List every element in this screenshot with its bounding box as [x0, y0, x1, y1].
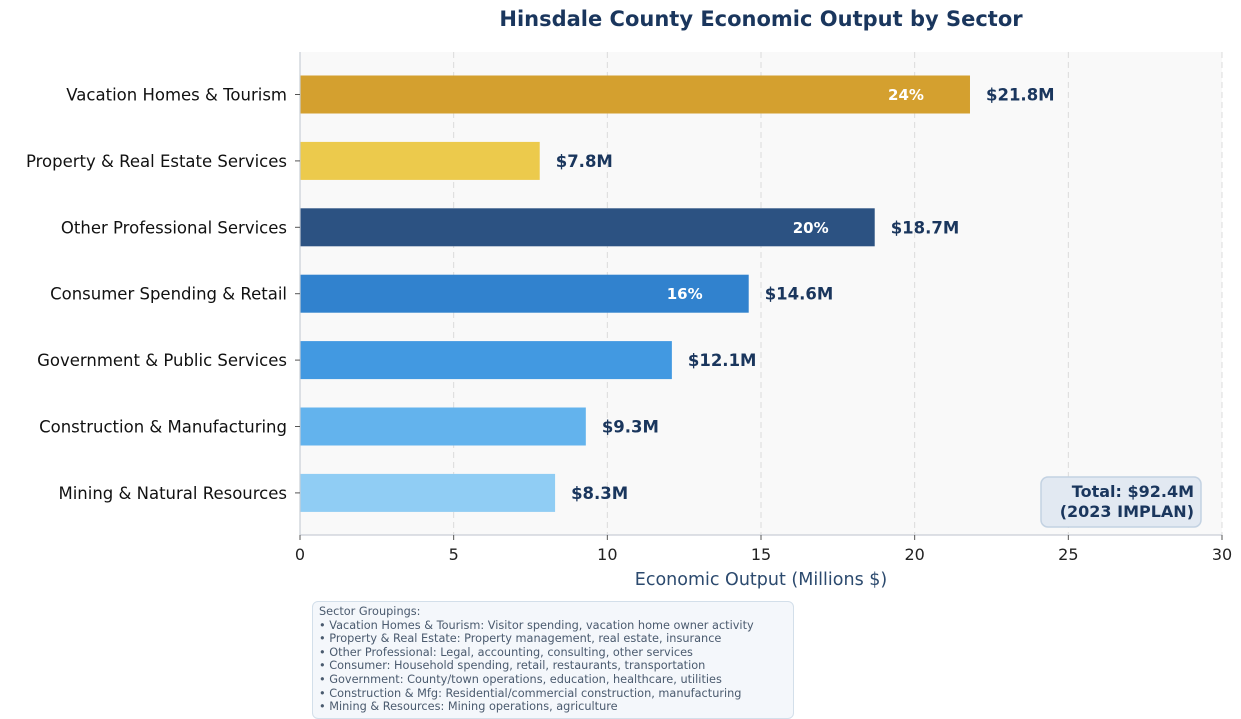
x-tick-label: 10: [597, 545, 617, 564]
x-tick-label: 20: [904, 545, 924, 564]
value-label: $7.8M: [556, 152, 613, 171]
y-tick-label: Government & Public Services: [37, 351, 287, 370]
y-tick-label: Other Professional Services: [61, 218, 287, 237]
x-tick-label: 30: [1212, 545, 1232, 564]
chart-title: Hinsdale County Economic Output by Secto…: [499, 7, 1023, 31]
total-annotation-box: [1040, 476, 1202, 528]
x-axis-label: Economic Output (Millions $): [635, 570, 887, 590]
bar: [300, 473, 556, 512]
share-label: 16%: [667, 285, 703, 303]
x-axis-ticks: 0 5 10 15 20 25 30: [295, 535, 1232, 564]
bar-chart: 0 5 10 15 20 25 30 Vacation Homes & Tourism Pro…: [26, 7, 1232, 590]
y-tick-label: Vacation Homes & Tourism: [66, 86, 287, 105]
bars: [300, 75, 970, 512]
y-tick-label: Mining & Natural Resources: [58, 484, 287, 503]
notes-item: • Construction & Mfg: Residential/commer…: [319, 686, 742, 700]
notes-item: • Other Professional: Legal, accounting,…: [319, 645, 693, 659]
total-annotation: Total: $92.4M (2023 IMPLAN): [1040, 476, 1202, 528]
total-annotation-line1: Total: $92.4M: [1072, 482, 1194, 501]
bar: [300, 274, 749, 313]
x-tick-label: 5: [449, 545, 459, 564]
bar: [300, 141, 540, 180]
y-tick-label: Consumer Spending & Retail: [50, 285, 287, 304]
y-tick-label: Construction & Manufacturing: [39, 418, 287, 437]
x-tick-label: 0: [295, 545, 305, 564]
value-label: $18.7M: [891, 218, 960, 237]
y-tick-label: Property & Real Estate Services: [26, 152, 287, 171]
value-label: $12.1M: [688, 351, 757, 370]
value-label: $9.3M: [602, 418, 659, 437]
notes-item: • Mining & Resources: Mining operations,…: [319, 700, 618, 714]
sector-groupings-notes: Sector Groupings: • Vacation Homes & Tou…: [312, 601, 794, 719]
share-labels: 24% 20% 16%: [667, 86, 924, 303]
notes-item: • Property & Real Estate: Property manag…: [319, 632, 722, 646]
value-label: $21.8M: [986, 86, 1055, 105]
notes-heading: Sector Groupings:: [319, 605, 421, 618]
value-label: $8.3M: [571, 484, 628, 503]
value-label: $14.6M: [765, 285, 834, 304]
notes-item: • Vacation Homes & Tourism: Visitor spen…: [319, 618, 754, 632]
y-axis-labels: Vacation Homes & Tourism Property & Real …: [26, 86, 300, 503]
value-labels: $21.8M $7.8M $18.7M $14.6M $12.1M $9.3M $8.3M: [556, 86, 1055, 503]
bar: [300, 208, 875, 247]
x-tick-label: 25: [1058, 545, 1078, 564]
bar: [300, 407, 586, 446]
bar: [300, 341, 672, 380]
share-label: 20%: [793, 219, 829, 237]
bar: [300, 75, 970, 114]
notes-item: • Consumer: Household spending, retail, …: [319, 659, 706, 673]
notes-item: • Government: County/town operations, ed…: [319, 672, 722, 686]
share-label: 24%: [888, 86, 924, 104]
total-annotation-line2: (2023 IMPLAN): [1060, 502, 1194, 521]
x-tick-label: 15: [751, 545, 771, 564]
